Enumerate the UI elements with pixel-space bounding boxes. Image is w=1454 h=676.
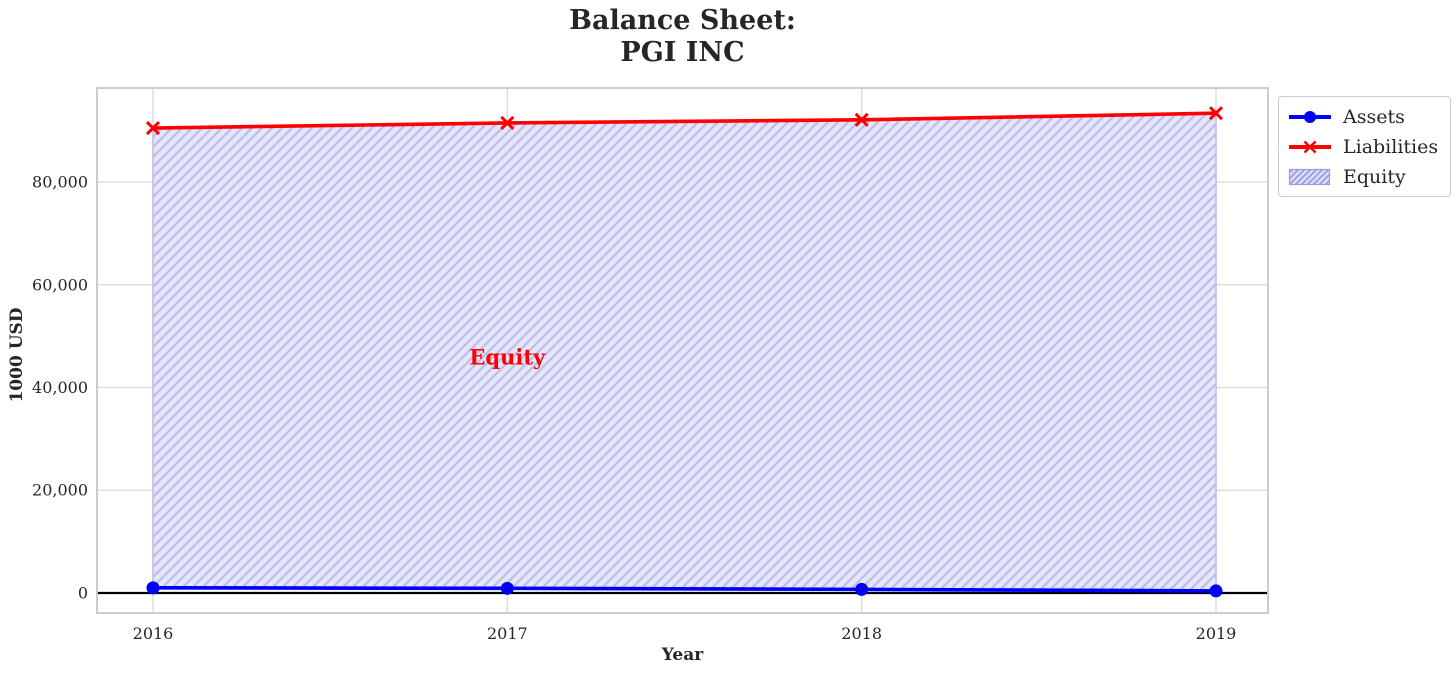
- liabilities-point: [145, 121, 161, 136]
- svg-text:40,000: 40,000: [32, 378, 88, 397]
- legend-item-assets: Assets: [1288, 103, 1438, 130]
- svg-text:80,000: 80,000: [32, 173, 88, 192]
- svg-text:2019: 2019: [1196, 624, 1237, 643]
- legend-label-liabilities: Liabilities: [1343, 135, 1439, 158]
- assets-point: [1209, 584, 1223, 598]
- chart-title-line2: PGI INC: [620, 37, 745, 68]
- assets-point: [855, 582, 869, 596]
- equity-annotation: Equity: [469, 344, 546, 370]
- plot-frame: [96, 87, 1269, 614]
- assets-point: [500, 581, 514, 595]
- legend-label-equity: Equity: [1343, 165, 1406, 188]
- svg-text:2016: 2016: [133, 624, 174, 643]
- chart-title: Balance Sheet: PGI INC: [97, 5, 1268, 69]
- svg-text:20,000: 20,000: [32, 481, 88, 500]
- liabilities-point: [854, 112, 869, 127]
- series-assets: [146, 581, 1223, 598]
- chart-title-line1: Balance Sheet:: [569, 5, 796, 36]
- svg-text:2017: 2017: [487, 624, 528, 643]
- legend-label-assets: Assets: [1343, 105, 1405, 128]
- liabilities-point: [1208, 106, 1224, 121]
- liabilities-line-marker-icon: [1289, 140, 1331, 153]
- y-tick-labels: 0 20,000 40,000 60,000 80,000: [32, 173, 88, 603]
- legend: Assets Liabilities Equity: [1278, 96, 1452, 197]
- equity-hatch-patch-icon: [1288, 168, 1331, 185]
- x-axis-label: Year: [661, 645, 704, 665]
- svg-text:0: 0: [78, 583, 88, 602]
- equity-fill-region: [152, 112, 1217, 592]
- x-tick-labels: 2016 2017 2018 2019: [133, 624, 1237, 643]
- svg-text:60,000: 60,000: [32, 275, 88, 294]
- assets-point: [146, 581, 160, 595]
- y-axis-label: 1000 USD: [7, 307, 27, 403]
- liabilities-point: [500, 115, 515, 130]
- legend-item-liabilities: Liabilities: [1288, 133, 1438, 160]
- assets-line-marker-icon: [1289, 110, 1331, 123]
- series-liabilities: [145, 106, 1224, 136]
- svg-text:2018: 2018: [841, 624, 882, 643]
- legend-item-equity: Equity: [1288, 163, 1438, 190]
